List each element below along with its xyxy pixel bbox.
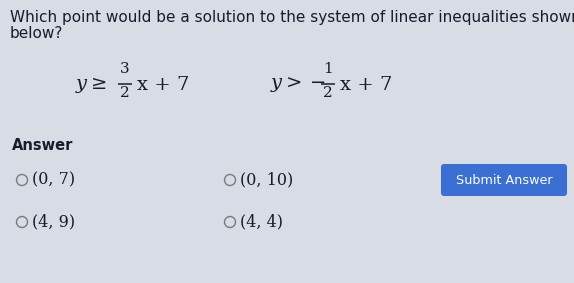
Text: x + 7: x + 7	[340, 76, 393, 94]
Text: $y > -$: $y > -$	[270, 76, 325, 95]
Text: Submit Answer: Submit Answer	[456, 173, 552, 186]
Text: 3: 3	[120, 62, 130, 76]
Text: 2: 2	[323, 86, 333, 100]
Text: (4, 9): (4, 9)	[33, 213, 76, 230]
Text: $y \geq$: $y \geq$	[75, 75, 107, 95]
FancyBboxPatch shape	[441, 164, 567, 196]
Text: (0, 7): (0, 7)	[33, 171, 76, 188]
Text: 1: 1	[323, 62, 333, 76]
Text: Answer: Answer	[12, 138, 73, 153]
Text: (0, 10): (0, 10)	[241, 171, 294, 188]
Text: Which point would be a solution to the system of linear inequalities shown: Which point would be a solution to the s…	[10, 10, 574, 25]
Text: (4, 4): (4, 4)	[241, 213, 284, 230]
Text: x + 7: x + 7	[137, 76, 189, 94]
Text: 2: 2	[120, 86, 130, 100]
Text: below?: below?	[10, 26, 63, 41]
